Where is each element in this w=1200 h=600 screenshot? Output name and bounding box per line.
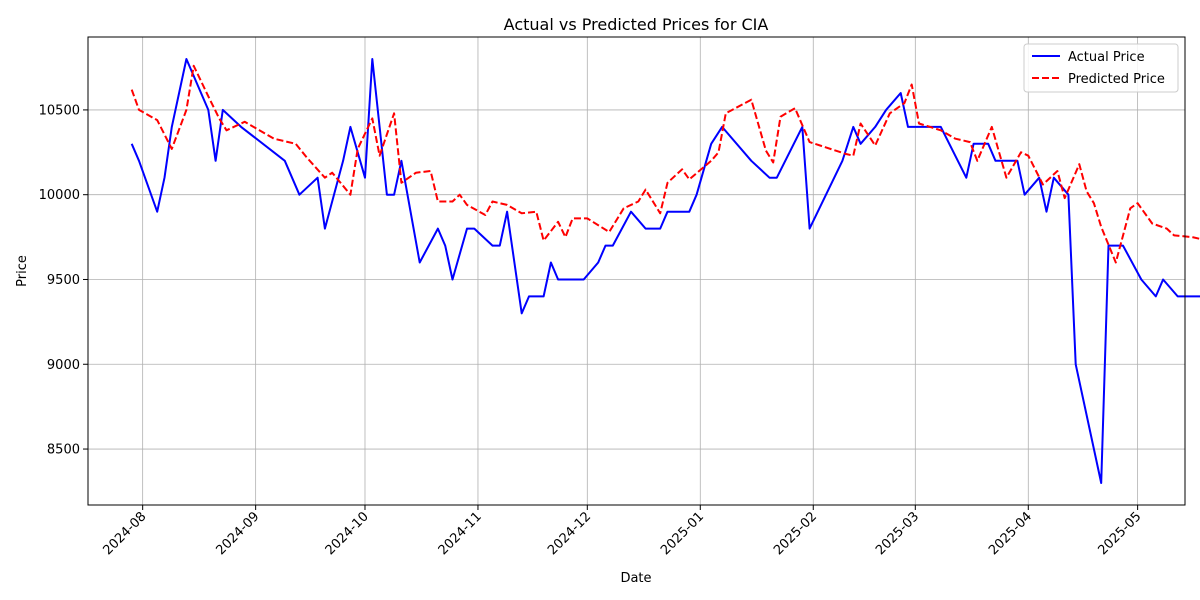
y-tick-label: 10500 — [39, 103, 80, 118]
legend-label-actual: Actual Price — [1068, 50, 1145, 65]
actual-price-line — [130, 58, 1200, 484]
x-axis-label: Date — [620, 571, 651, 586]
y-tick-label: 10000 — [39, 188, 80, 203]
y-axis-label: Price — [15, 255, 30, 287]
plot-frame — [87, 36, 1186, 506]
legend: Actual Price Predicted Price — [1023, 43, 1179, 93]
y-tick-label: 9500 — [47, 273, 80, 288]
y-tick-label: 8500 — [47, 443, 80, 458]
chart-title: Actual vs Predicted Prices for CIA — [504, 15, 769, 34]
legend-box — [1023, 43, 1179, 93]
series-layer — [130, 58, 1200, 484]
legend-label-predicted: Predicted Price — [1068, 72, 1165, 87]
y-tick-label: 9000 — [47, 358, 80, 373]
predicted-price-line — [130, 64, 1200, 264]
